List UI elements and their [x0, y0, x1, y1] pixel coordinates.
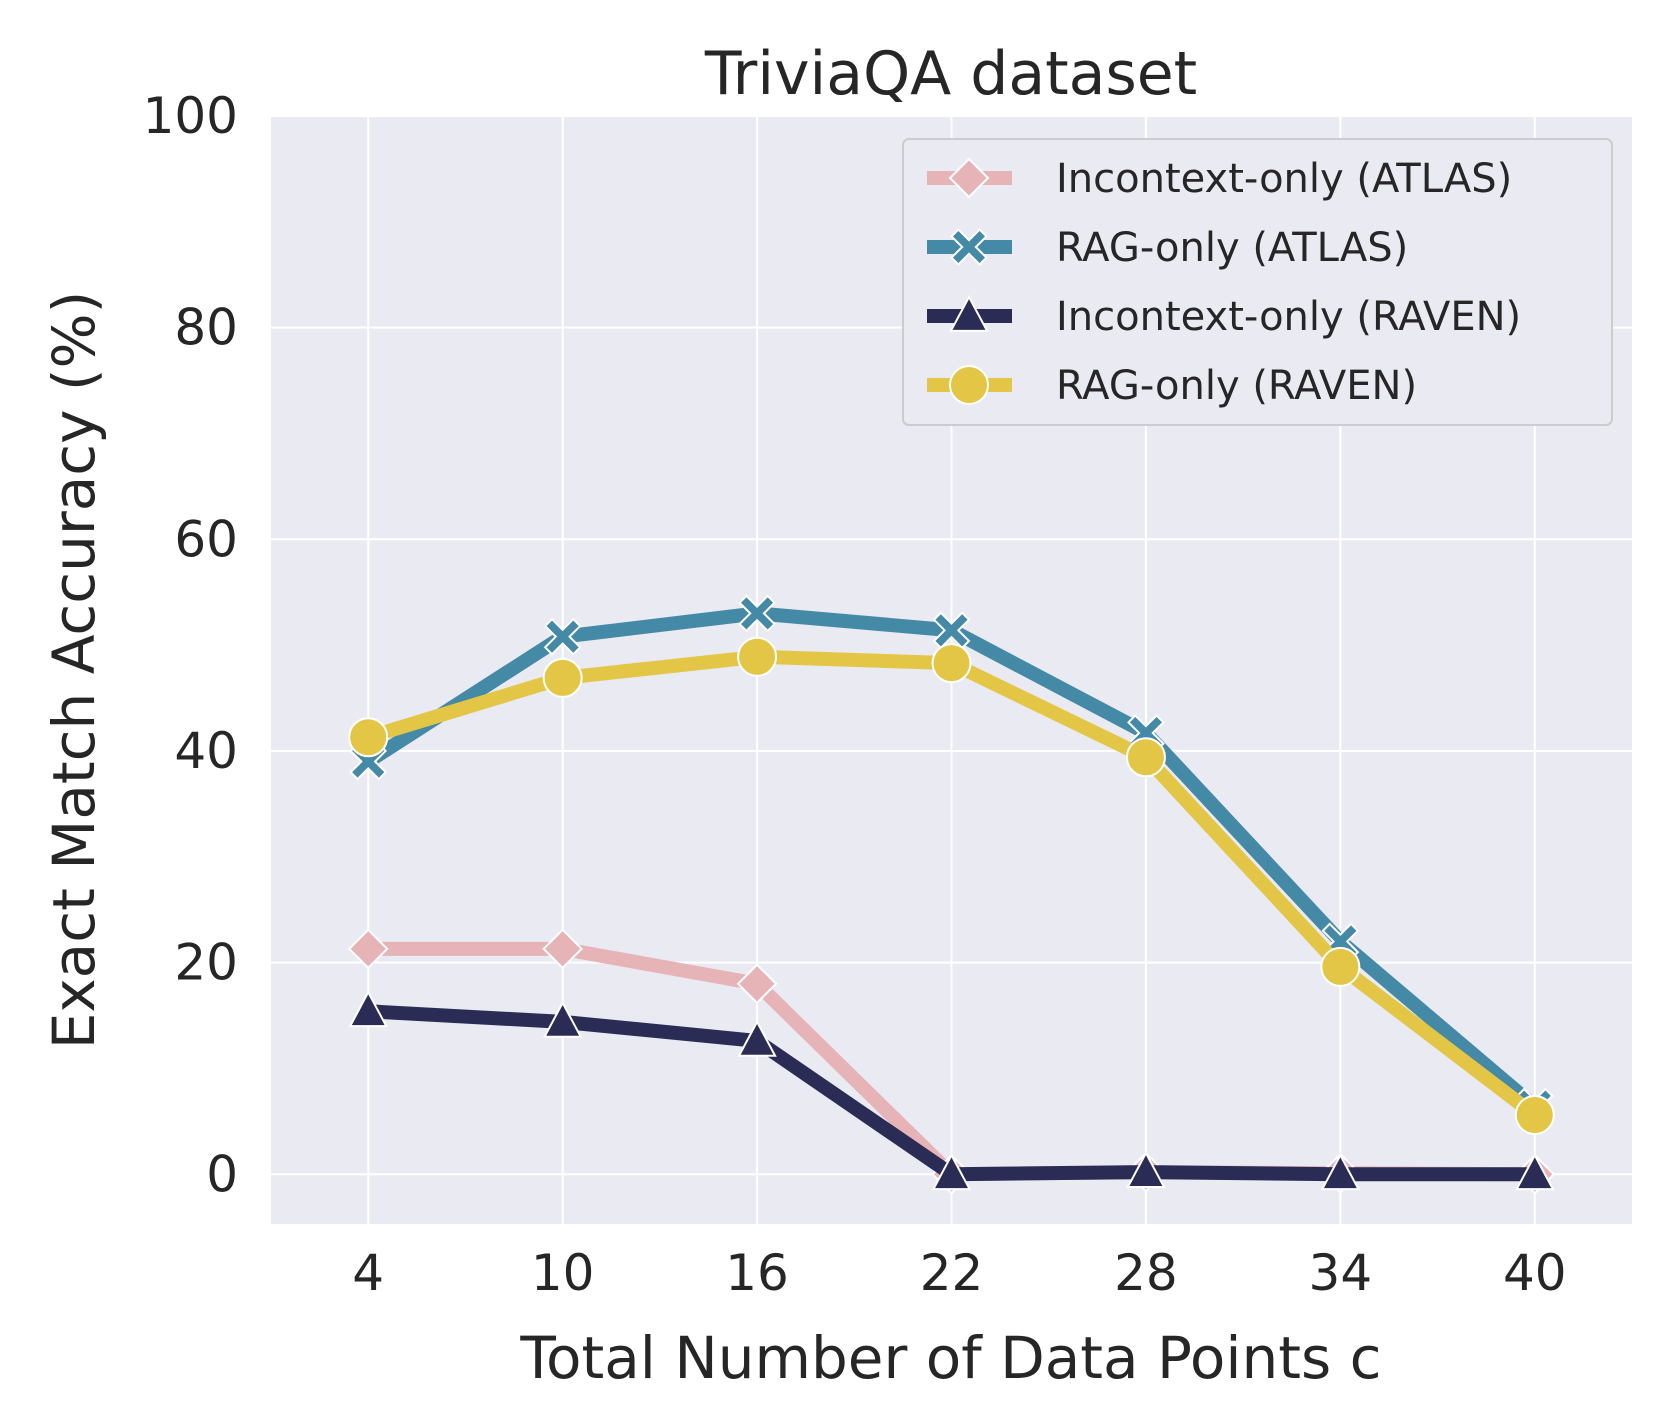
data-point	[736, 963, 778, 1005]
data-point	[542, 928, 584, 970]
series-layer	[347, 594, 1556, 1195]
legend-entry: Incontext-only (ATLAS)	[927, 156, 1512, 202]
legend-label: RAG-only (ATLAS)	[1056, 225, 1408, 271]
data-point	[347, 928, 389, 970]
legend-entry: RAG-only (ATLAS)	[927, 225, 1408, 271]
x-tick-label: 40	[1503, 1244, 1567, 1302]
legend-label: Incontext-only (ATLAS)	[1056, 156, 1512, 202]
tick-labels: 0 20 40 60 80 100 4 10 16 22 28 34 40	[143, 87, 1567, 1302]
data-point	[1514, 1094, 1555, 1135]
data-point	[931, 1153, 972, 1191]
data-point	[1515, 1153, 1555, 1191]
data-point	[543, 617, 582, 656]
data-point	[1125, 737, 1166, 778]
data-point	[348, 990, 388, 1028]
y-tick-label: 60	[174, 510, 238, 568]
y-axis-title: Exact Match Accuracy (%)	[40, 291, 108, 1050]
series-incontext-only-raven	[348, 990, 1555, 1191]
legend-label: RAG-only (RAVEN)	[1056, 363, 1417, 409]
legend-marker	[948, 157, 990, 199]
data-point	[737, 636, 778, 677]
y-tick-label: 0	[206, 1145, 238, 1203]
x-tick-label: 22	[920, 1244, 984, 1302]
data-point	[738, 594, 776, 633]
x-tick-label: 4	[352, 1244, 384, 1302]
legend-marker	[949, 294, 989, 332]
legend-box	[902, 138, 1613, 426]
y-tick-label: 80	[174, 299, 238, 357]
y-tick-label: 40	[174, 722, 238, 780]
x-tick-label: 10	[531, 1244, 595, 1302]
legend-marker	[949, 365, 989, 405]
legend: Incontext-only (ATLAS) RAG-only (ATLAS) In…	[902, 138, 1613, 426]
series-rag-only-raven	[348, 636, 1555, 1135]
legend-marker	[950, 228, 988, 266]
legend-entry: RAG-only (RAVEN)	[927, 363, 1417, 409]
chart-title: TriviaQA dataset	[704, 39, 1197, 109]
x-tick-label: 16	[725, 1244, 789, 1302]
x-axis-title: Total Number of Data Points c	[519, 1324, 1381, 1392]
x-tick-label: 28	[1114, 1244, 1178, 1302]
data-point	[1320, 946, 1361, 987]
y-tick-label: 20	[174, 934, 238, 992]
data-point	[737, 1019, 777, 1057]
data-point	[348, 717, 389, 758]
data-point	[1126, 1151, 1166, 1188]
data-point	[931, 643, 972, 684]
x-tick-label: 34	[1309, 1244, 1373, 1302]
legend-label: Incontext-only (RAVEN)	[1056, 294, 1521, 340]
data-point	[542, 657, 583, 698]
data-point	[1320, 1153, 1361, 1191]
data-point	[542, 1000, 583, 1038]
legend-entry: Incontext-only (RAVEN)	[927, 294, 1521, 340]
y-tick-label: 100	[143, 87, 238, 145]
